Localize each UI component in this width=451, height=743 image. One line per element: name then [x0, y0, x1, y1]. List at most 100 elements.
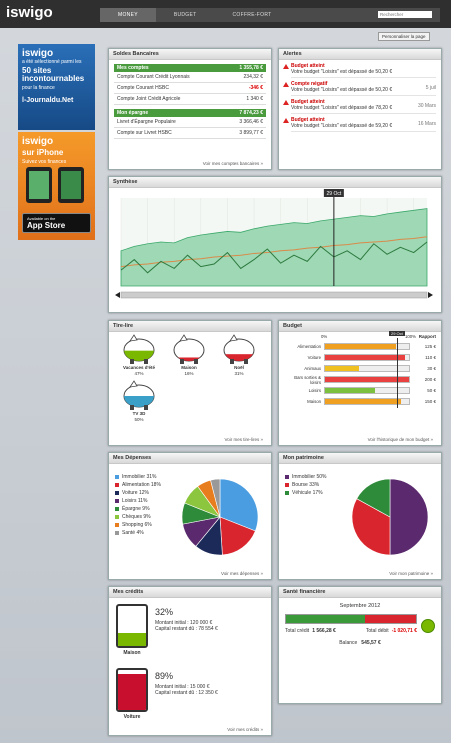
legend-swatch [285, 483, 289, 487]
panel-title: Budget [279, 321, 441, 332]
total-debit: Total débit-1 020,71 € [366, 628, 417, 634]
budget-name: Alimentation [283, 344, 324, 349]
credit-text: 32%Montant initial : 120 000 €Capital re… [149, 604, 218, 662]
legend-label: Voiture 12% [122, 490, 149, 496]
pig-leg [194, 359, 198, 364]
scrollbar[interactable] [121, 292, 427, 298]
budget-bar [325, 388, 375, 393]
legend-item: Alimentation 18% [115, 482, 175, 488]
pie-chart [175, 472, 265, 562]
budget-row[interactable]: Animaux 30 € [283, 363, 437, 374]
panel-link[interactable]: Voir mon patrimoine » [389, 571, 433, 576]
panel-body: Immobilier 31%Alimentation 18%Voiture 12… [109, 464, 271, 570]
alert-date: 16 Mars [418, 121, 436, 127]
credit-fill [118, 633, 146, 646]
scroll-left[interactable] [115, 292, 120, 298]
ad-text: pour la finance [22, 85, 91, 91]
account-row[interactable]: Compte Courant HSBC-346 € [114, 83, 266, 94]
panel: Budget 0%100%Rapport29 OctAlimentation12… [278, 320, 442, 446]
legend-label: Santé 4% [122, 530, 144, 536]
pie-wrap: Immobilier 31%Alimentation 18%Voiture 12… [109, 464, 271, 570]
piggy-bank[interactable] [223, 335, 255, 364]
piggy-bank[interactable] [173, 335, 205, 364]
credit-gauge [116, 604, 148, 648]
account-name: Compte Courant HSBC [117, 85, 169, 91]
legend-item: Loisirs 11% [115, 498, 175, 504]
panel: Synthèse 29 Oct [108, 176, 442, 313]
pig-ear [130, 335, 137, 341]
legend-swatch [115, 499, 119, 503]
panel-link[interactable]: Voir mes tire-lires » [224, 437, 263, 442]
panel: Mon patrimoine Immobilier 50%Bourse 33%V… [278, 452, 442, 580]
scroll-right[interactable] [428, 292, 433, 298]
account-row[interactable]: Compte Courant Crédit Lyonnais 234,32 € [114, 72, 266, 83]
x-tick-label: 100% [405, 334, 416, 339]
legend-item: Épargne 9% [115, 506, 175, 512]
panel: Soldes Bancaires Mes comptes1 355,78 €Co… [108, 48, 272, 170]
customize-button[interactable]: Personnaliser la page [378, 32, 430, 41]
total-credit-value: 1 566,28 € [312, 628, 336, 634]
pig-leg [230, 359, 234, 364]
legend-label: Chèques 9% [122, 514, 151, 520]
nav-tab[interactable]: MONEY [100, 8, 156, 22]
pig-name: Noël [234, 365, 244, 370]
budget-name: Animaux [283, 366, 324, 371]
panel-title: Tire-lire [109, 321, 271, 332]
budget-amount: 30 € [410, 366, 436, 371]
health-icon [421, 619, 435, 633]
legend-label: Bourse 33% [292, 482, 319, 488]
award-ad[interactable]: iswigo a été sélectionné parmi les 50 si… [18, 44, 95, 130]
credit-remaining: Capital restant dû : 12 350 € [155, 690, 218, 696]
nav-tab[interactable]: BUDGET [156, 12, 215, 18]
total-credit: Total crédit1 566,28 € [285, 628, 336, 634]
app-store-button[interactable]: Available on the App Store [22, 213, 91, 233]
panel-link[interactable]: Voir mes crédits » [227, 727, 263, 732]
credit-bar [286, 615, 365, 623]
pig-leg [180, 359, 184, 364]
pig-leg [144, 405, 148, 410]
panel-link[interactable]: Voir mes comptes bancaires » [203, 161, 263, 166]
panel-link[interactable]: Voir mes dépenses » [221, 571, 263, 576]
panel-body: 0%100%Rapport29 OctAlimentation125 €Voit… [279, 332, 441, 407]
logo[interactable]: iswigo [6, 4, 53, 21]
legend-swatch [115, 491, 119, 495]
credit-text: 89%Montant initial : 15 000 €Capital res… [149, 668, 218, 726]
ad-source: l-Journaldu.Net [22, 97, 91, 104]
alert-text: Votre budget "Loisirs" est dépassé de 78… [291, 105, 436, 111]
ad-highlight: 50 sites incontournables [22, 67, 91, 83]
piggy-banks: Vacances d'été47%Maison16%Noël31%TV 3D50… [109, 332, 269, 432]
legend-item: Immobilier 50% [285, 474, 345, 480]
budget-bar [325, 366, 359, 371]
legend-swatch [115, 531, 119, 535]
iphone-ad[interactable]: iswigo sur iPhone Suivez vos finances Av… [18, 132, 95, 240]
panel-link[interactable]: Voir l'historique de mon budget » [368, 437, 433, 442]
pig-leg [130, 359, 134, 364]
legend-item: Voiture 12% [115, 490, 175, 496]
account-amount: 234,32 € [244, 74, 263, 80]
account-name: Livret d'Épargne Populaire [117, 119, 176, 125]
account-name: Compte Courant Crédit Lyonnais [117, 74, 190, 80]
pig-percent: 31% [234, 371, 243, 376]
panel-body: Budget atteintVotre budget "Loisirs" est… [279, 63, 441, 132]
search-box[interactable]: Rechercher [378, 11, 432, 18]
nav-tab[interactable]: COFFRE-FORT [214, 12, 289, 18]
piggy-bank[interactable] [123, 335, 155, 364]
piggy-bank[interactable] [123, 381, 155, 410]
legend-label: Loisirs 11% [122, 498, 147, 504]
panel-title: Mes Dépenses [109, 453, 271, 464]
